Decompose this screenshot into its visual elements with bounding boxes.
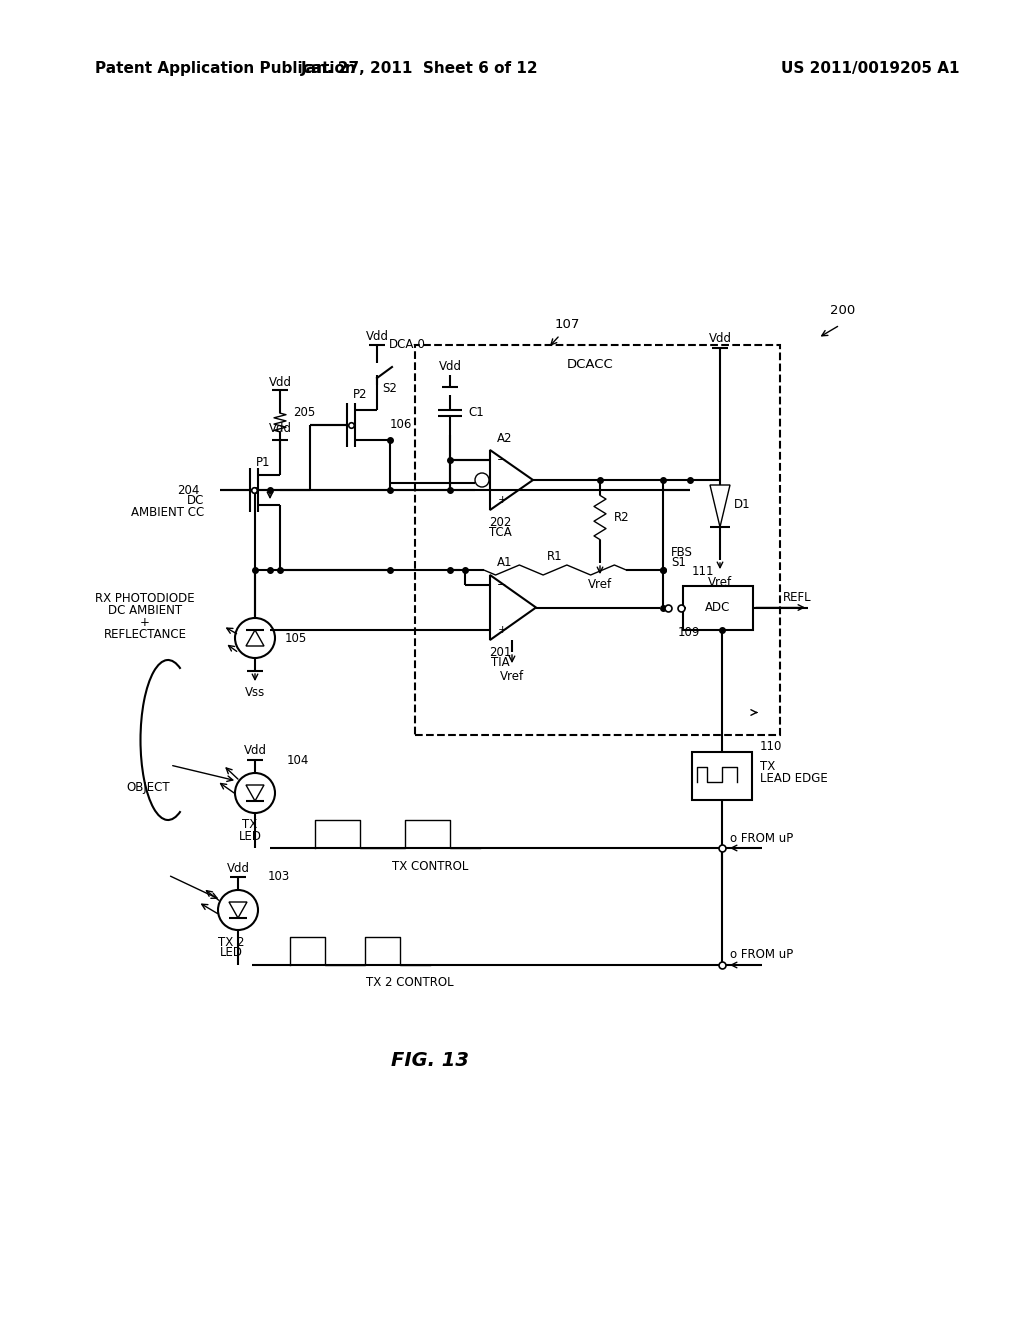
Text: Vdd: Vdd <box>268 421 292 434</box>
Text: 204: 204 <box>177 483 200 496</box>
Bar <box>683 586 753 630</box>
Text: 107: 107 <box>555 318 581 331</box>
Text: −: − <box>498 579 507 590</box>
Text: TIA: TIA <box>490 656 509 669</box>
Bar <box>415 345 780 735</box>
Text: Vdd: Vdd <box>226 862 250 874</box>
Text: DCACC: DCACC <box>566 359 613 371</box>
Text: A2: A2 <box>498 432 513 445</box>
Text: P1: P1 <box>256 455 270 469</box>
Text: OBJECT: OBJECT <box>126 781 170 795</box>
Text: 200: 200 <box>830 304 855 317</box>
Text: LED: LED <box>219 946 243 960</box>
Text: +: + <box>140 615 150 628</box>
Text: 111: 111 <box>692 565 715 578</box>
Text: FIG. 13: FIG. 13 <box>391 1051 469 1069</box>
Text: A1: A1 <box>498 557 513 569</box>
Text: S1: S1 <box>671 557 686 569</box>
Text: Jan. 27, 2011  Sheet 6 of 12: Jan. 27, 2011 Sheet 6 of 12 <box>301 61 539 75</box>
Text: Vdd: Vdd <box>244 744 266 758</box>
Text: D1: D1 <box>734 499 751 511</box>
Text: 103: 103 <box>268 870 290 883</box>
Text: 106: 106 <box>390 418 413 432</box>
Text: RX PHOTODIODE: RX PHOTODIODE <box>95 591 195 605</box>
Text: 205: 205 <box>293 405 315 418</box>
Text: ADC: ADC <box>706 601 731 614</box>
Polygon shape <box>246 630 264 645</box>
Text: DC AMBIENT: DC AMBIENT <box>108 603 182 616</box>
Text: Vdd: Vdd <box>438 360 462 374</box>
Text: 104: 104 <box>287 754 309 767</box>
Text: Vref: Vref <box>708 576 732 589</box>
Text: 109: 109 <box>678 626 700 639</box>
Text: TX: TX <box>760 760 775 774</box>
Bar <box>692 752 752 800</box>
Text: LED: LED <box>239 829 261 842</box>
Text: Vdd: Vdd <box>268 376 292 389</box>
Circle shape <box>234 774 275 813</box>
Text: DCA-0: DCA-0 <box>389 338 426 351</box>
Text: 105: 105 <box>285 631 307 644</box>
Polygon shape <box>710 484 730 527</box>
Text: −: − <box>498 455 507 465</box>
Polygon shape <box>246 785 264 801</box>
Text: S2: S2 <box>382 383 397 396</box>
Circle shape <box>218 890 258 931</box>
Text: AMBIENT CC: AMBIENT CC <box>131 506 204 519</box>
Text: Vdd: Vdd <box>366 330 388 343</box>
Text: C1: C1 <box>468 407 483 420</box>
Polygon shape <box>490 450 534 510</box>
Text: TX 2: TX 2 <box>218 936 245 949</box>
Polygon shape <box>229 902 247 917</box>
Circle shape <box>475 473 489 487</box>
Text: R2: R2 <box>614 511 630 524</box>
Text: 110: 110 <box>760 741 782 754</box>
Text: REFL: REFL <box>783 591 812 605</box>
Text: Vref: Vref <box>588 578 612 591</box>
Text: REFLECTANCE: REFLECTANCE <box>103 627 186 640</box>
Polygon shape <box>490 576 536 640</box>
Text: o FROM uP: o FROM uP <box>730 949 794 961</box>
Text: R1: R1 <box>547 549 563 562</box>
Text: FBS: FBS <box>671 545 693 558</box>
Text: Vdd: Vdd <box>709 331 731 345</box>
Text: TX: TX <box>243 818 258 832</box>
Text: 201: 201 <box>488 645 511 659</box>
Text: P2: P2 <box>352 388 368 401</box>
Text: TX CONTROL: TX CONTROL <box>392 859 468 873</box>
Circle shape <box>234 618 275 657</box>
Text: 202: 202 <box>488 516 511 528</box>
Text: Vss: Vss <box>245 685 265 698</box>
Text: DC: DC <box>186 494 204 507</box>
Text: TX 2 CONTROL: TX 2 CONTROL <box>367 977 454 990</box>
Text: Patent Application Publication: Patent Application Publication <box>95 61 355 75</box>
Text: o FROM uP: o FROM uP <box>730 832 794 845</box>
Text: US 2011/0019205 A1: US 2011/0019205 A1 <box>780 61 959 75</box>
Text: Vref: Vref <box>500 669 524 682</box>
Text: +: + <box>498 495 507 506</box>
Text: +: + <box>498 624 507 635</box>
Text: LEAD EDGE: LEAD EDGE <box>760 772 827 785</box>
Text: TCA: TCA <box>488 527 511 540</box>
